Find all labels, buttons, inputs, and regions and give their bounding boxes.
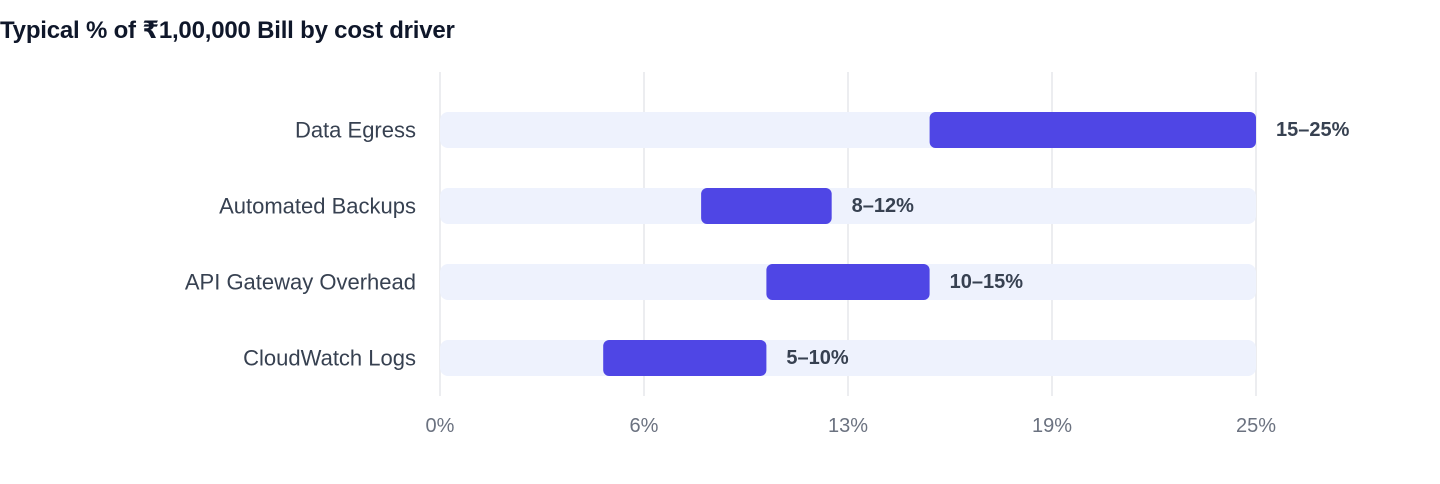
category-label: Data Egress	[295, 118, 416, 143]
labels: 0% 6% 13% 19% 25% Data Egress 15–25% Automated …	[185, 118, 1350, 438]
category-label: API Gateway Overhead	[185, 270, 416, 295]
x-tick-label: 19%	[1032, 415, 1072, 437]
chart-title: Typical % of ₹1,00,000 Bill by cost driv…	[0, 17, 455, 44]
value-label: 15–25%	[1276, 119, 1350, 141]
x-tick-label: 0%	[426, 415, 455, 437]
bar-track	[440, 188, 1256, 224]
category-label: CloudWatch Logs	[243, 346, 416, 371]
range-bar[interactable]	[929, 112, 1256, 148]
x-tick-label: 13%	[828, 415, 868, 437]
value-label: 10–15%	[950, 271, 1024, 293]
x-tick-label: 6%	[630, 415, 659, 437]
range-bars	[603, 112, 1256, 376]
x-tick-label: 25%	[1236, 415, 1276, 437]
value-label: 5–10%	[786, 347, 848, 369]
range-bar[interactable]	[766, 264, 930, 300]
range-bar[interactable]	[701, 188, 832, 224]
value-label: 8–12%	[852, 195, 914, 217]
range-bar[interactable]	[603, 340, 767, 376]
category-label: Automated Backups	[219, 194, 416, 219]
